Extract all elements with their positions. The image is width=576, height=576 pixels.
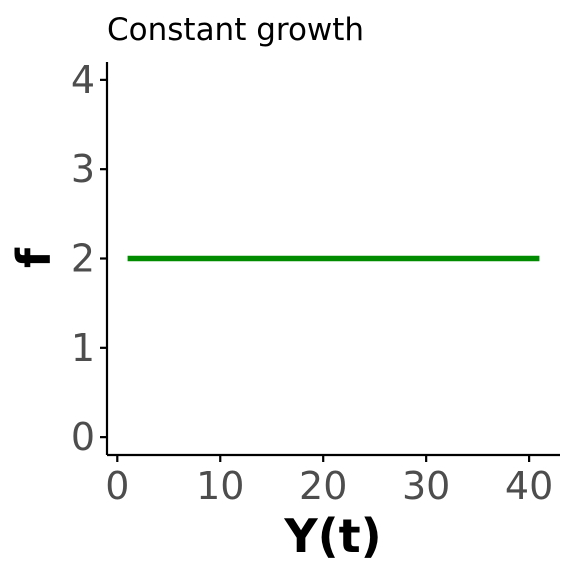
chart-title: Constant growth — [107, 12, 364, 48]
y-axis-label: f — [7, 247, 61, 268]
x-axis-label: Y(t) — [283, 509, 381, 563]
y-tick-label: 1 — [71, 326, 95, 370]
y-tick-label: 2 — [71, 237, 95, 281]
plot-area — [105, 62, 560, 457]
x-tick-label: 0 — [105, 464, 129, 508]
x-tick-label: 30 — [402, 464, 450, 508]
y-tick-label: 4 — [71, 58, 95, 102]
x-tick-label: 40 — [505, 464, 553, 508]
y-tick-label: 0 — [71, 415, 95, 459]
x-axis-ticks: 0 10 20 30 40 — [105, 455, 553, 508]
x-tick-label: 20 — [299, 464, 347, 508]
y-axis-ticks: 0 1 2 3 4 — [71, 58, 107, 459]
x-tick-label: 10 — [196, 464, 244, 508]
y-tick-label: 3 — [71, 147, 95, 191]
